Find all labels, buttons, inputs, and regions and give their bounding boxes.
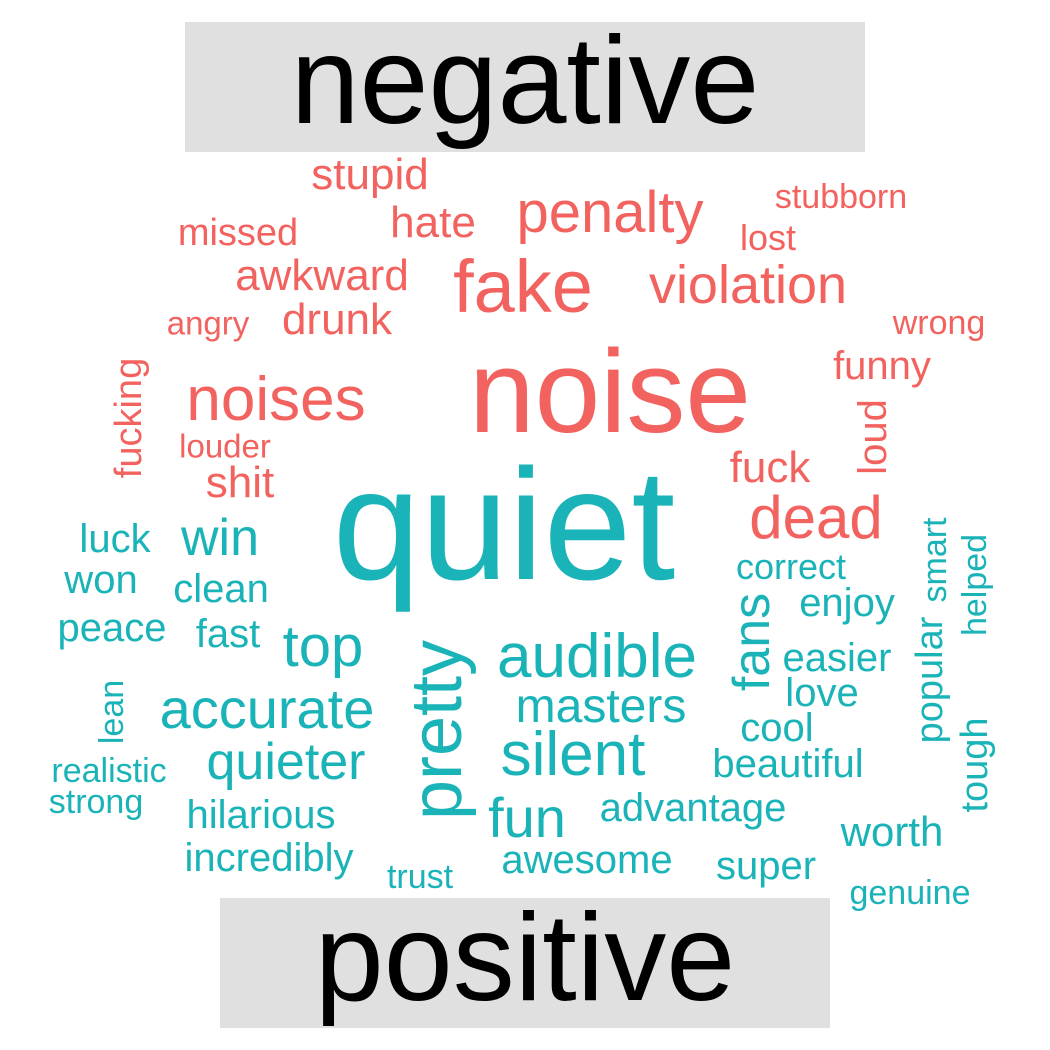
word-audible: audible bbox=[497, 622, 697, 691]
word-smart: smart bbox=[916, 517, 954, 603]
word-tough: tough bbox=[954, 717, 996, 813]
word-stupid: stupid bbox=[311, 150, 429, 199]
word-noise: noise bbox=[468, 326, 752, 458]
word-cool: cool bbox=[740, 706, 814, 750]
word-win: win bbox=[180, 509, 260, 567]
word-enjoy: enjoy bbox=[799, 581, 895, 625]
word-pretty: pretty bbox=[397, 639, 477, 821]
word-fake: fake bbox=[453, 245, 593, 328]
word-accurate: accurate bbox=[159, 677, 375, 740]
word-trust: trust bbox=[386, 858, 454, 896]
negative-label: negative bbox=[290, 12, 760, 150]
word-dead: dead bbox=[749, 484, 883, 551]
word-noises: noises bbox=[186, 365, 366, 434]
positive-label-box: positive bbox=[220, 889, 830, 1028]
word-masters: masters bbox=[515, 680, 687, 733]
word-fans: fans bbox=[723, 592, 781, 692]
word-angry: angry bbox=[166, 304, 250, 342]
word-stubborn: stubborn bbox=[774, 178, 908, 216]
word-popular: popular bbox=[909, 616, 951, 744]
word-peace: peace bbox=[57, 606, 167, 650]
word-realistic: realistic bbox=[51, 752, 167, 790]
word-worth: worth bbox=[840, 808, 944, 855]
word-luck: luck bbox=[79, 517, 151, 561]
word-love: love bbox=[785, 671, 859, 715]
word-quieter: quieter bbox=[206, 733, 366, 791]
word-fast: fast bbox=[195, 612, 261, 656]
word-awkward: awkward bbox=[235, 251, 409, 300]
word-fun: fun bbox=[488, 786, 566, 849]
word-strong: strong bbox=[48, 783, 144, 821]
word-hate: hate bbox=[390, 198, 476, 247]
word-hilarious: hilarious bbox=[186, 793, 336, 837]
word-clean: clean bbox=[173, 567, 269, 611]
word-lost: lost bbox=[739, 217, 797, 258]
word-won: won bbox=[64, 558, 138, 602]
negative-label-box: negative bbox=[185, 12, 865, 152]
word-violation: violation bbox=[648, 255, 848, 315]
word-advantage: advantage bbox=[599, 786, 787, 830]
word-incredibly: incredibly bbox=[184, 836, 354, 880]
word-lean: lean bbox=[93, 679, 131, 745]
word-super: super bbox=[715, 844, 817, 888]
word-loud: loud bbox=[851, 399, 895, 475]
word-fucking: fucking bbox=[108, 357, 150, 479]
word-quiet: quiet bbox=[332, 437, 676, 613]
word-louder: louder bbox=[179, 427, 271, 465]
word-awesome: awesome bbox=[501, 838, 673, 882]
positive-label: positive bbox=[314, 889, 736, 1027]
word-drunk: drunk bbox=[281, 295, 393, 344]
word-missed: missed bbox=[177, 212, 299, 254]
word-silent: silent bbox=[500, 720, 646, 789]
word-easier: easier bbox=[782, 636, 892, 680]
word-wrong: wrong bbox=[892, 304, 986, 342]
word-funny: funny bbox=[833, 344, 931, 388]
word-shit: shit bbox=[205, 458, 275, 507]
word-correct: correct bbox=[735, 546, 847, 587]
word-fuck: fuck bbox=[729, 443, 811, 492]
word-top: top bbox=[282, 614, 364, 679]
word-beautiful: beautiful bbox=[712, 742, 864, 786]
word-helped: helped bbox=[956, 533, 994, 637]
word-genuine: genuine bbox=[849, 874, 971, 912]
word-penalty: penalty bbox=[516, 180, 704, 245]
